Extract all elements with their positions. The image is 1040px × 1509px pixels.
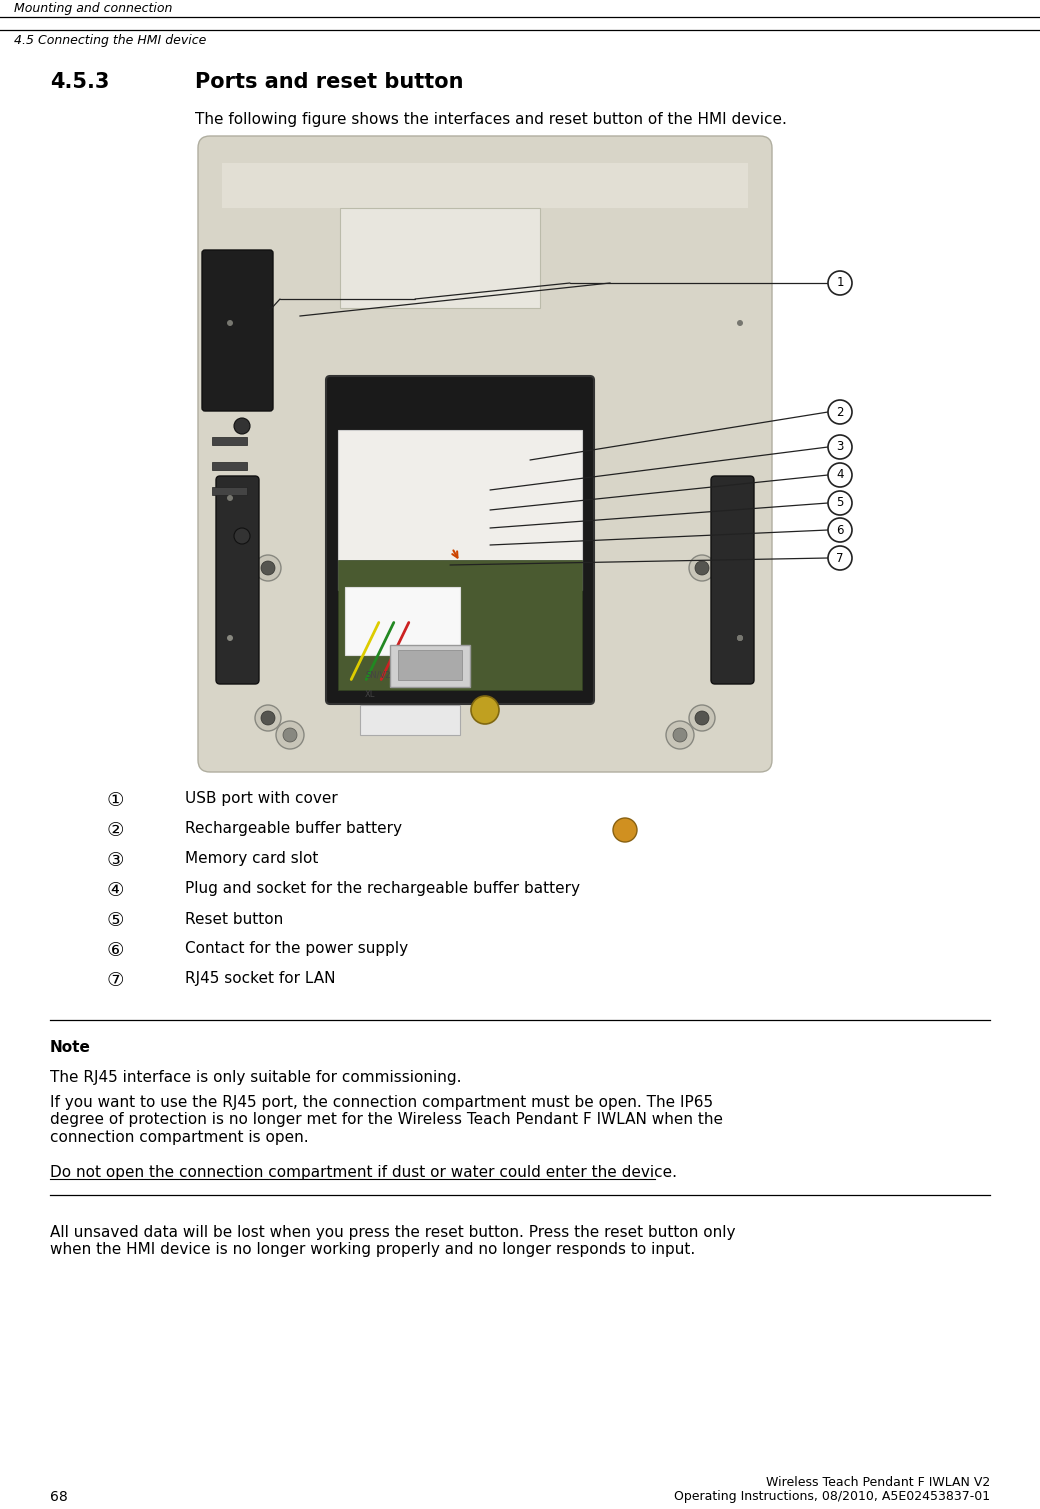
Text: Memory card slot: Memory card slot xyxy=(185,851,318,866)
Text: ③: ③ xyxy=(106,851,124,869)
Circle shape xyxy=(737,635,743,641)
Circle shape xyxy=(276,721,304,748)
Text: RJ45 socket for LAN: RJ45 socket for LAN xyxy=(185,972,336,987)
Circle shape xyxy=(828,490,852,515)
Text: 4.5.3: 4.5.3 xyxy=(50,72,109,92)
Text: Wireless Teach Pendant F IWLAN V2: Wireless Teach Pendant F IWLAN V2 xyxy=(765,1476,990,1489)
Circle shape xyxy=(613,818,636,842)
Bar xyxy=(360,705,460,735)
Bar xyxy=(338,430,582,590)
Text: 1: 1 xyxy=(836,276,843,290)
Circle shape xyxy=(737,320,743,326)
Text: If you want to use the RJ45 port, the connection compartment must be open. The I: If you want to use the RJ45 port, the co… xyxy=(50,1096,723,1145)
Text: Plug and socket for the rechargeable buffer battery: Plug and socket for the rechargeable buf… xyxy=(185,881,580,896)
Circle shape xyxy=(227,320,233,326)
Text: 4: 4 xyxy=(836,468,843,481)
Circle shape xyxy=(828,435,852,459)
Text: ⑤: ⑤ xyxy=(106,910,124,930)
Text: 6: 6 xyxy=(836,524,843,537)
Text: XL: XL xyxy=(365,690,375,699)
Text: Ports and reset button: Ports and reset button xyxy=(196,72,464,92)
Text: ②: ② xyxy=(106,821,124,839)
Text: 4.5 Connecting the HMI device: 4.5 Connecting the HMI device xyxy=(14,35,206,47)
Circle shape xyxy=(828,546,852,570)
FancyArrowPatch shape xyxy=(352,623,379,679)
Circle shape xyxy=(673,727,687,742)
Text: Reset button: Reset button xyxy=(185,911,283,927)
Text: Do not open the connection compartment if dust or water could enter the device.: Do not open the connection compartment i… xyxy=(50,1165,677,1180)
Text: 3: 3 xyxy=(836,441,843,454)
Bar xyxy=(340,208,540,308)
Text: 68: 68 xyxy=(50,1489,68,1504)
FancyBboxPatch shape xyxy=(198,136,772,773)
Text: Mounting and connection: Mounting and connection xyxy=(14,2,173,15)
Bar xyxy=(212,438,248,445)
FancyBboxPatch shape xyxy=(202,250,272,410)
Circle shape xyxy=(666,721,694,748)
Circle shape xyxy=(234,528,250,545)
Circle shape xyxy=(828,463,852,487)
Circle shape xyxy=(234,418,250,435)
Text: SN/V2: SN/V2 xyxy=(365,670,390,679)
Circle shape xyxy=(690,705,716,730)
Bar xyxy=(222,163,748,208)
Circle shape xyxy=(695,711,709,724)
Text: ④: ④ xyxy=(106,880,124,899)
Text: The RJ45 interface is only suitable for commissioning.: The RJ45 interface is only suitable for … xyxy=(50,1070,462,1085)
Bar xyxy=(148,137,870,768)
Text: All unsaved data will be lost when you press the reset button. Press the reset b: All unsaved data will be lost when you p… xyxy=(50,1225,735,1257)
Circle shape xyxy=(828,400,852,424)
Circle shape xyxy=(471,696,499,724)
Text: ①: ① xyxy=(106,791,124,809)
Text: 2: 2 xyxy=(836,406,843,418)
Circle shape xyxy=(227,495,233,501)
Text: Operating Instructions, 08/2010, A5E02453837-01: Operating Instructions, 08/2010, A5E0245… xyxy=(674,1489,990,1503)
Circle shape xyxy=(227,635,233,641)
Text: ⑥: ⑥ xyxy=(106,940,124,960)
Bar xyxy=(345,587,460,655)
Circle shape xyxy=(283,727,297,742)
Circle shape xyxy=(690,555,716,581)
Text: Rechargeable buffer battery: Rechargeable buffer battery xyxy=(185,821,402,836)
Bar xyxy=(338,560,582,690)
Bar xyxy=(212,462,248,469)
Text: Note: Note xyxy=(50,1040,90,1055)
Bar xyxy=(398,650,462,681)
Circle shape xyxy=(828,272,852,294)
Circle shape xyxy=(255,555,281,581)
Circle shape xyxy=(737,635,743,641)
Circle shape xyxy=(828,518,852,542)
Bar xyxy=(212,487,248,495)
FancyArrowPatch shape xyxy=(366,623,394,679)
Circle shape xyxy=(261,711,275,724)
FancyBboxPatch shape xyxy=(326,376,594,705)
FancyBboxPatch shape xyxy=(711,475,754,684)
Text: The following figure shows the interfaces and reset button of the HMI device.: The following figure shows the interface… xyxy=(196,112,787,127)
FancyArrowPatch shape xyxy=(382,623,409,679)
Text: Contact for the power supply: Contact for the power supply xyxy=(185,942,408,957)
Circle shape xyxy=(695,561,709,575)
Circle shape xyxy=(261,561,275,575)
Text: USB port with cover: USB port with cover xyxy=(185,792,338,806)
Bar xyxy=(390,644,470,687)
Text: 5: 5 xyxy=(836,496,843,510)
Text: 7: 7 xyxy=(836,551,843,564)
Text: ⑦: ⑦ xyxy=(106,970,124,990)
FancyBboxPatch shape xyxy=(216,475,259,684)
Circle shape xyxy=(255,705,281,730)
